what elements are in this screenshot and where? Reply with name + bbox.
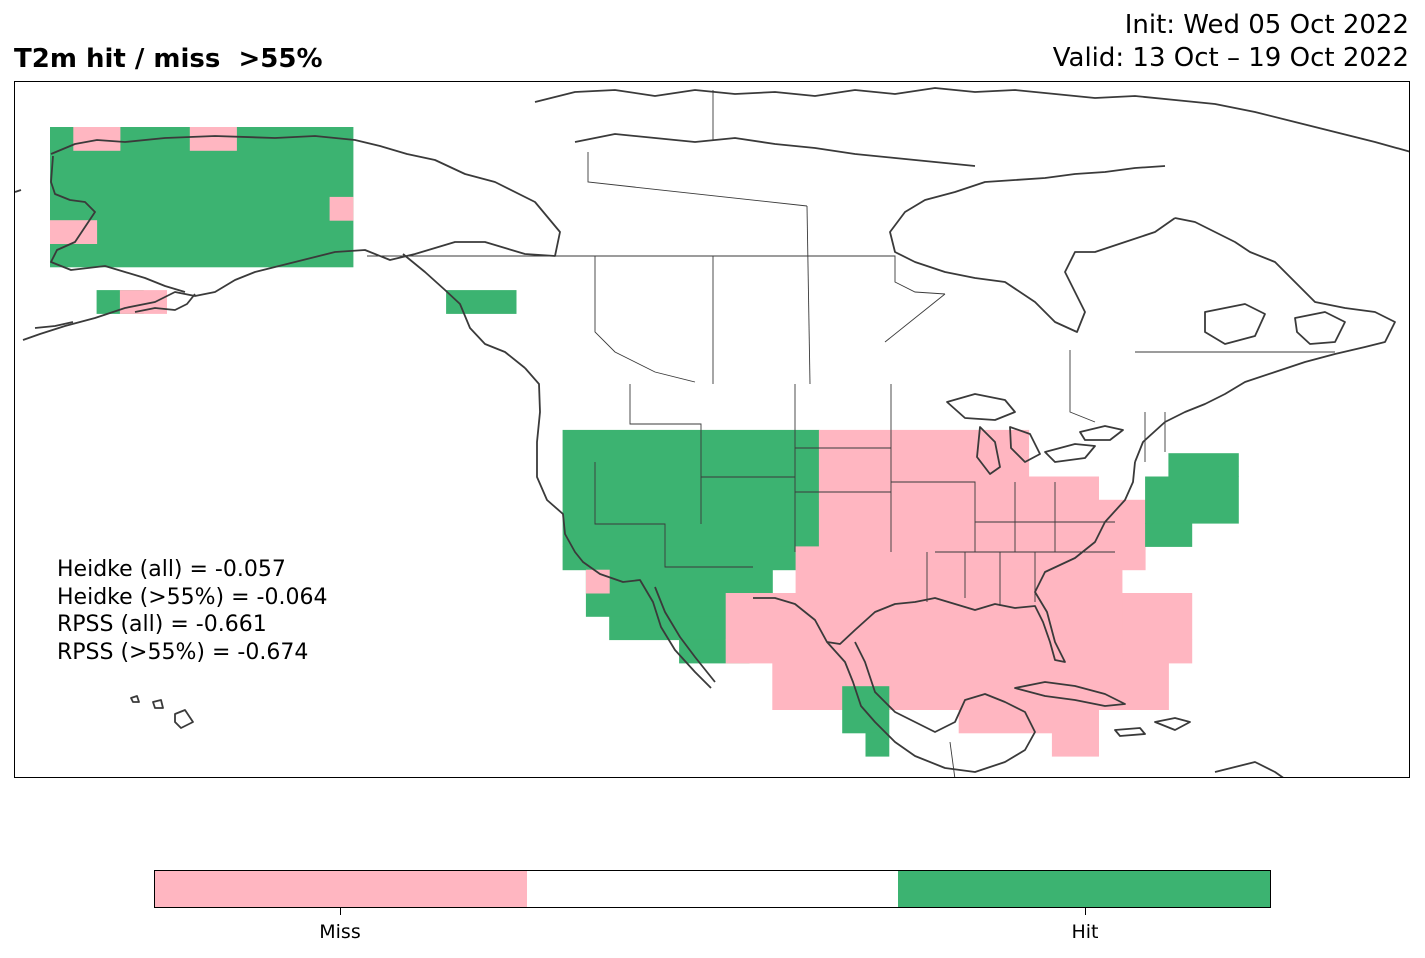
hit-cell-block: [585, 593, 727, 617]
map-panel: [14, 81, 1410, 778]
hit-cell-block: [842, 686, 890, 734]
miss-cell-block: [1028, 476, 1099, 571]
miss-cell-block: [1051, 732, 1099, 757]
miss-cell-block: [1098, 499, 1146, 571]
miss-cell-block: [888, 569, 1123, 664]
colorbar-tick-hit: [1085, 908, 1086, 915]
hit-cell-block: [562, 429, 820, 547]
miss-cell-block: [818, 499, 1030, 547]
colorbar-neutral: [526, 871, 899, 907]
miss-cell-block: [73, 127, 121, 151]
hit-cell-block: [609, 616, 727, 641]
map-title: T2m hit / miss >55%: [14, 44, 323, 74]
colorbar: [154, 870, 1271, 908]
init-date: Init: Wed 05 Oct 2022: [1124, 10, 1409, 40]
miss-cell-block: [50, 220, 98, 244]
colorbar-hit: [898, 871, 1271, 907]
miss-cell-block: [329, 196, 354, 221]
heidke-55: Heidke (>55%) = -0.064: [57, 584, 328, 610]
rpss-55: RPSS (>55%) = -0.674: [57, 639, 309, 665]
hit-cell-block: [1168, 453, 1239, 477]
hit-cell-block: [865, 732, 890, 757]
hit-cell-block: [585, 569, 773, 594]
political-borders: [367, 90, 1335, 777]
miss-cell-block: [772, 662, 1169, 710]
score-panel: Heidke (all) = -0.057 Heidke (>55%) = -0…: [57, 556, 327, 666]
colorbar-label-miss: Miss: [319, 921, 361, 943]
hit-cell-block: [1145, 476, 1239, 524]
miss-cell-block: [189, 127, 237, 151]
hit-cell-block: [446, 290, 517, 314]
colorbar-label-hit: Hit: [1071, 921, 1099, 943]
valid-period: Valid: 13 Oct – 19 Oct 2022: [1052, 43, 1409, 73]
rpss-all: RPSS (all) = -0.661: [57, 612, 267, 637]
hit-cell-block: [562, 546, 797, 571]
grid-cells: [50, 127, 1239, 757]
colorbar-miss: [155, 871, 527, 907]
colorbar-tick-miss: [340, 908, 341, 915]
miss-cell-block: [818, 429, 1030, 501]
hit-cell-block: [1145, 523, 1193, 547]
map-canvas: [15, 87, 1409, 777]
heidke-all: Heidke (all) = -0.057: [57, 557, 286, 582]
coastlines: [15, 87, 1409, 777]
